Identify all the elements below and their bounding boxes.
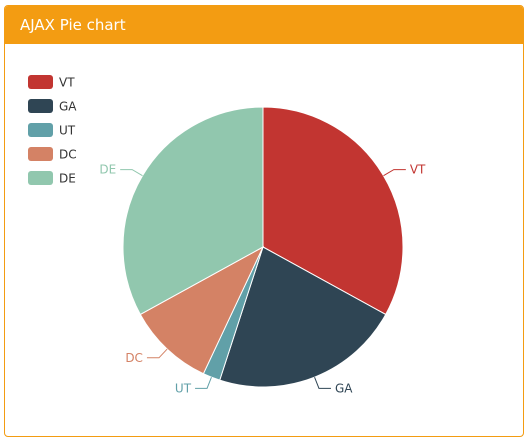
slice-label-de: DE <box>99 163 116 177</box>
slice-label-ut: UT <box>175 381 192 395</box>
legend-label-ut[interactable]: UT <box>59 124 76 138</box>
slice-label-dc: DC <box>125 351 143 365</box>
panel-title: AJAX Pie chart <box>5 6 523 44</box>
pie-slices <box>122 106 404 388</box>
label-line-vt <box>383 169 406 177</box>
pie-slice-dc[interactable] <box>139 245 265 375</box>
chart-area: VT GA UT DC DE VT GA UT DC DE <box>5 44 523 436</box>
slice-labels: VT GA UT DC DE <box>99 163 426 396</box>
label-line-dc <box>146 348 168 359</box>
legend-swatch-vt[interactable] <box>28 75 53 89</box>
pie-slice-ga[interactable] <box>219 246 387 388</box>
legend-swatch-de[interactable] <box>28 171 53 185</box>
slice-label-vt: VT <box>410 163 426 177</box>
legend-label-dc[interactable]: DC <box>59 148 77 162</box>
label-line-ut <box>195 376 212 389</box>
legend-swatch-dc[interactable] <box>28 147 53 161</box>
legend-label-vt[interactable]: VT <box>59 76 75 90</box>
legend: VT GA UT DC DE <box>28 75 77 186</box>
legend-swatch-ga[interactable] <box>28 99 53 113</box>
legend-label-de[interactable]: DE <box>59 172 76 186</box>
legend-swatch-ut[interactable] <box>28 123 53 137</box>
label-line-de <box>120 169 143 177</box>
pie-chart: VT GA UT DC DE VT GA UT DC DE <box>28 75 426 396</box>
label-line-ga <box>314 376 331 389</box>
slice-label-ga: GA <box>335 381 353 395</box>
chart-panel: AJAX Pie chart VT GA UT DC DE VT GA UT DC DE <box>4 5 524 437</box>
legend-label-ga[interactable]: GA <box>59 100 77 114</box>
